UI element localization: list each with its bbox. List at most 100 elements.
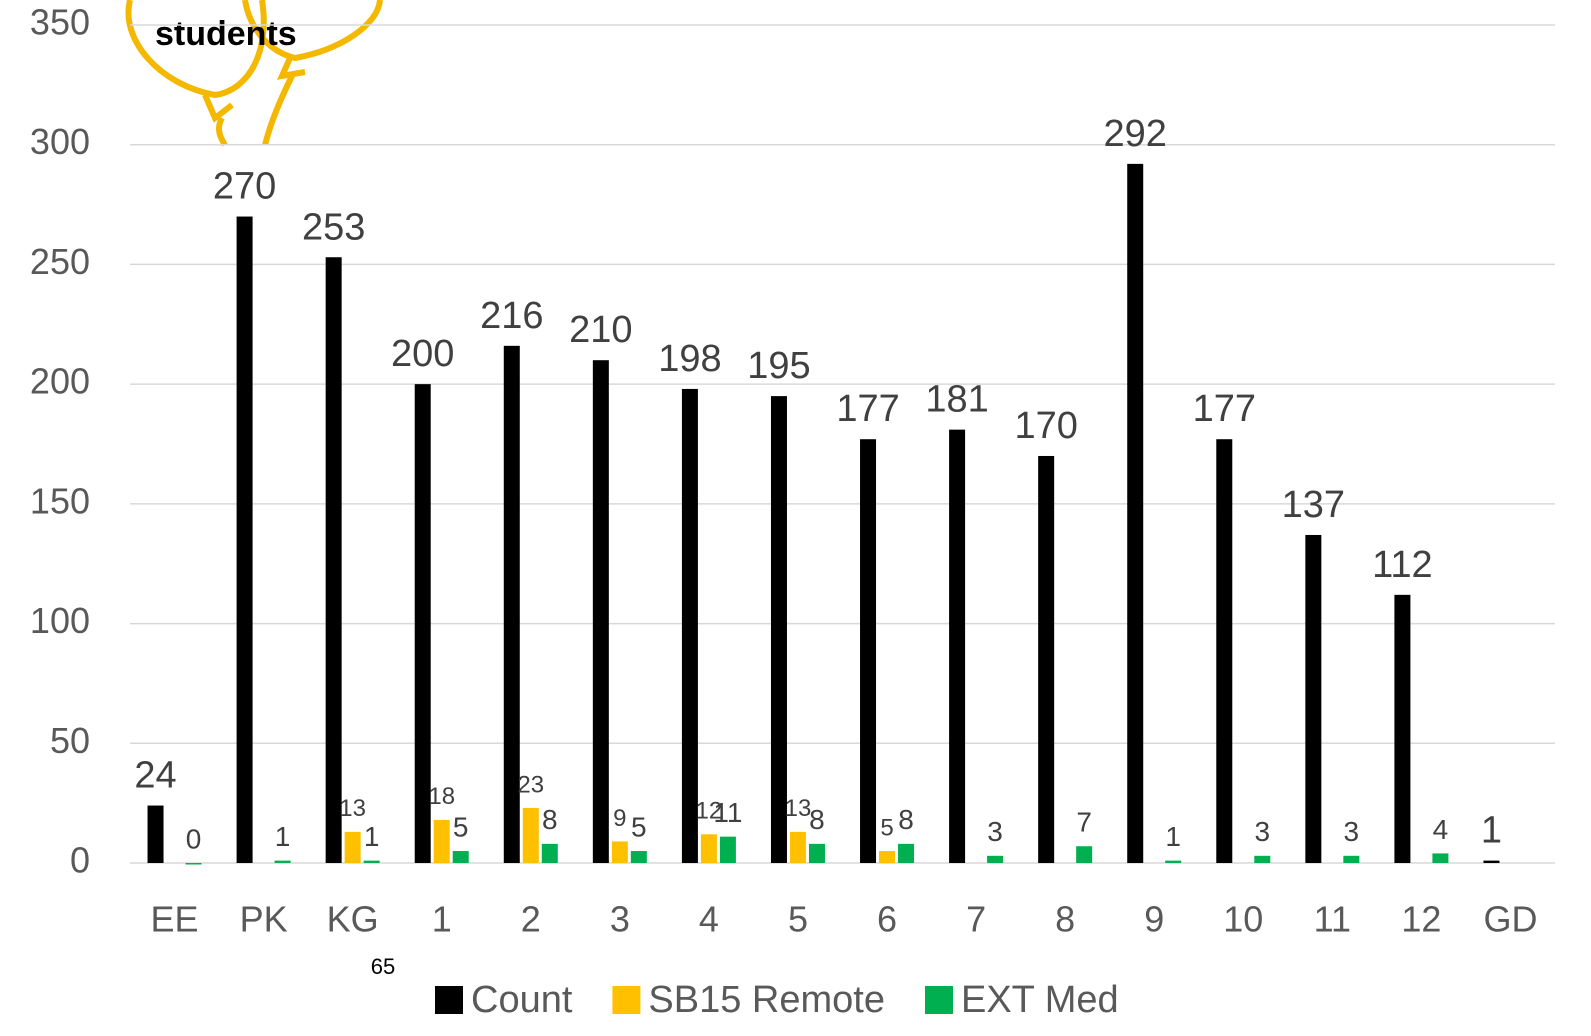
bar bbox=[185, 863, 202, 865]
y-tick-label: 300 bbox=[30, 121, 90, 162]
y-tick-label: 200 bbox=[30, 361, 90, 402]
bar bbox=[1076, 846, 1093, 863]
data-label: 3 bbox=[1254, 816, 1270, 847]
bar bbox=[987, 855, 1004, 863]
bar bbox=[949, 429, 966, 863]
bar bbox=[1343, 855, 1360, 863]
bar bbox=[1216, 439, 1233, 863]
data-label: 5 bbox=[453, 811, 469, 842]
data-label: 270 bbox=[213, 166, 276, 208]
y-tick-label: 350 bbox=[30, 2, 90, 43]
data-label: 13 bbox=[785, 795, 812, 822]
y-tick-label: 100 bbox=[30, 600, 90, 641]
bar bbox=[363, 860, 380, 863]
bar bbox=[236, 216, 253, 864]
bar bbox=[1483, 860, 1500, 863]
x-tick-label: PK bbox=[240, 899, 288, 940]
data-label: 4 bbox=[1433, 814, 1449, 845]
x-tick-label: 1 bbox=[432, 899, 452, 940]
x-tick-label: 6 bbox=[877, 899, 897, 940]
data-label: 1 bbox=[1481, 810, 1502, 852]
data-label: 12 bbox=[696, 798, 723, 825]
data-label: 5 bbox=[880, 814, 893, 841]
data-label: 24 bbox=[134, 755, 176, 797]
data-label: 1 bbox=[364, 821, 380, 852]
data-label: 253 bbox=[302, 206, 365, 248]
data-label: 23 bbox=[517, 771, 544, 798]
bar bbox=[344, 831, 361, 863]
data-label: 198 bbox=[658, 338, 721, 380]
bar bbox=[789, 831, 806, 863]
x-tick-label: 10 bbox=[1223, 899, 1263, 940]
legend-swatch bbox=[924, 986, 953, 1014]
x-tick-label: 3 bbox=[610, 899, 630, 940]
bar bbox=[719, 836, 736, 863]
bar bbox=[879, 851, 896, 863]
bar bbox=[1254, 855, 1271, 863]
data-label: 216 bbox=[480, 295, 543, 337]
data-label: 8 bbox=[542, 804, 558, 835]
x-tick-label: 5 bbox=[788, 899, 808, 940]
bar bbox=[860, 439, 877, 863]
y-tick-label: 150 bbox=[30, 480, 90, 521]
x-tick-label: 2 bbox=[521, 899, 541, 940]
y-tick-label: 50 bbox=[50, 720, 90, 761]
y-tick-label: 250 bbox=[30, 241, 90, 282]
bar bbox=[433, 819, 450, 863]
page-number: 65 bbox=[371, 954, 395, 979]
bar bbox=[1394, 594, 1411, 863]
data-label: 1 bbox=[275, 821, 291, 852]
data-label: 292 bbox=[1104, 113, 1167, 155]
x-tick-label: 9 bbox=[1144, 899, 1164, 940]
data-label: 3 bbox=[987, 816, 1003, 847]
bar bbox=[611, 841, 628, 863]
bar bbox=[541, 843, 558, 863]
legend-swatch bbox=[435, 986, 463, 1014]
data-label: 11 bbox=[713, 797, 742, 828]
bar bbox=[1305, 534, 1322, 863]
bar bbox=[592, 360, 609, 863]
data-label: 200 bbox=[391, 333, 454, 375]
data-label: 1 bbox=[1165, 821, 1181, 852]
data-label: 0 bbox=[186, 823, 202, 854]
bar bbox=[898, 843, 915, 863]
bar bbox=[1127, 163, 1144, 863]
bar bbox=[274, 860, 291, 863]
x-tick-label: 7 bbox=[966, 899, 986, 940]
data-label: 5 bbox=[631, 811, 647, 842]
x-tick-label: EE bbox=[151, 899, 199, 940]
bar bbox=[1038, 455, 1055, 863]
data-label: 8 bbox=[809, 804, 825, 835]
data-label: 13 bbox=[339, 795, 366, 822]
x-tick-label: 12 bbox=[1401, 899, 1441, 940]
data-label: 170 bbox=[1014, 405, 1077, 447]
x-tick-label: GD bbox=[1483, 899, 1537, 940]
bar bbox=[147, 805, 164, 863]
legend-label: SB15 Remote bbox=[648, 979, 885, 1021]
data-label: 137 bbox=[1282, 484, 1345, 526]
bar bbox=[414, 384, 431, 863]
annotation: students bbox=[155, 15, 297, 53]
x-tick-label: 4 bbox=[699, 899, 719, 940]
bar bbox=[503, 345, 520, 863]
data-label: 177 bbox=[1193, 388, 1256, 430]
bar bbox=[700, 834, 717, 863]
x-tick-label: 11 bbox=[1314, 899, 1351, 940]
data-label: 9 bbox=[613, 805, 626, 832]
bar bbox=[770, 396, 787, 863]
data-label: 181 bbox=[925, 379, 988, 421]
bar bbox=[1165, 860, 1182, 863]
x-tick-label: 8 bbox=[1055, 899, 1075, 940]
bar bbox=[325, 257, 342, 863]
data-label: 177 bbox=[836, 388, 899, 430]
legend-label: EXT Med bbox=[961, 979, 1119, 1021]
data-label: 112 bbox=[1372, 544, 1433, 586]
bar bbox=[452, 851, 469, 863]
x-tick-label: KG bbox=[327, 899, 379, 940]
data-label: 210 bbox=[569, 309, 632, 351]
y-tick-label: 0 bbox=[70, 840, 90, 881]
bar bbox=[630, 851, 647, 863]
bar bbox=[808, 843, 825, 863]
legend-label: Count bbox=[471, 979, 573, 1021]
